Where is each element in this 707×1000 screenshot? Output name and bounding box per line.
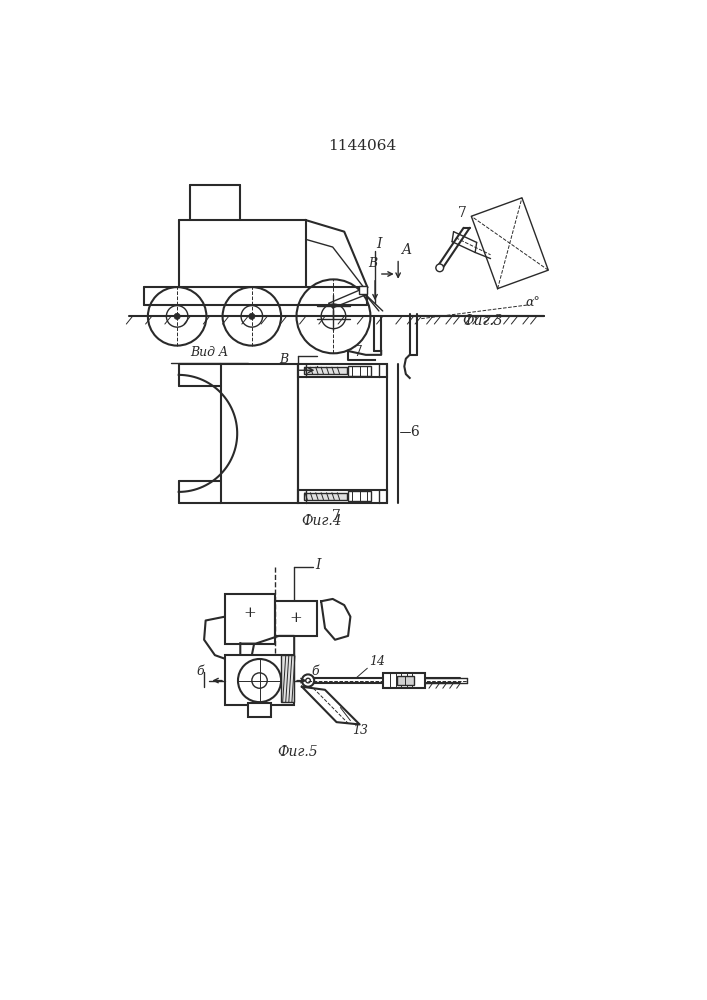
Circle shape <box>436 264 443 272</box>
Bar <box>304 367 346 374</box>
Text: 13: 13 <box>352 724 368 737</box>
Bar <box>397 676 414 685</box>
Text: B: B <box>280 353 288 366</box>
Text: 1144064: 1144064 <box>328 139 396 153</box>
Polygon shape <box>302 687 360 724</box>
Text: +: + <box>289 611 302 625</box>
Circle shape <box>249 313 255 319</box>
Text: Вид A: Вид A <box>190 346 228 359</box>
Text: б: б <box>197 665 204 678</box>
Circle shape <box>238 659 281 702</box>
Bar <box>225 655 294 705</box>
Bar <box>281 655 294 702</box>
Bar <box>298 364 387 377</box>
Bar <box>298 490 387 503</box>
Bar <box>248 703 271 717</box>
Text: Фиг.5: Фиг.5 <box>278 745 318 759</box>
Bar <box>304 493 346 500</box>
Text: 14: 14 <box>369 655 385 668</box>
Text: I: I <box>377 237 382 251</box>
Bar <box>382 673 425 688</box>
Text: Фиг.4: Фиг.4 <box>301 514 341 528</box>
Text: I: I <box>315 558 320 572</box>
Text: Фиг.3: Фиг.3 <box>462 314 503 328</box>
Circle shape <box>302 674 314 687</box>
Text: 7: 7 <box>332 509 341 523</box>
Polygon shape <box>321 599 351 640</box>
Circle shape <box>252 673 267 688</box>
Text: A: A <box>402 243 411 257</box>
Text: α°: α° <box>525 296 540 309</box>
Text: б: б <box>311 665 319 678</box>
Text: B: B <box>368 257 378 270</box>
Text: 6: 6 <box>409 425 419 439</box>
Bar <box>348 491 371 501</box>
Text: +: + <box>243 606 256 620</box>
Bar <box>221 364 298 503</box>
Bar <box>225 594 275 644</box>
Bar <box>348 366 371 376</box>
Polygon shape <box>204 617 256 663</box>
Bar <box>275 601 317 636</box>
Circle shape <box>305 678 310 683</box>
Bar <box>359 286 366 294</box>
Text: 7: 7 <box>354 345 363 359</box>
Circle shape <box>174 313 180 319</box>
Text: 7: 7 <box>457 206 467 220</box>
